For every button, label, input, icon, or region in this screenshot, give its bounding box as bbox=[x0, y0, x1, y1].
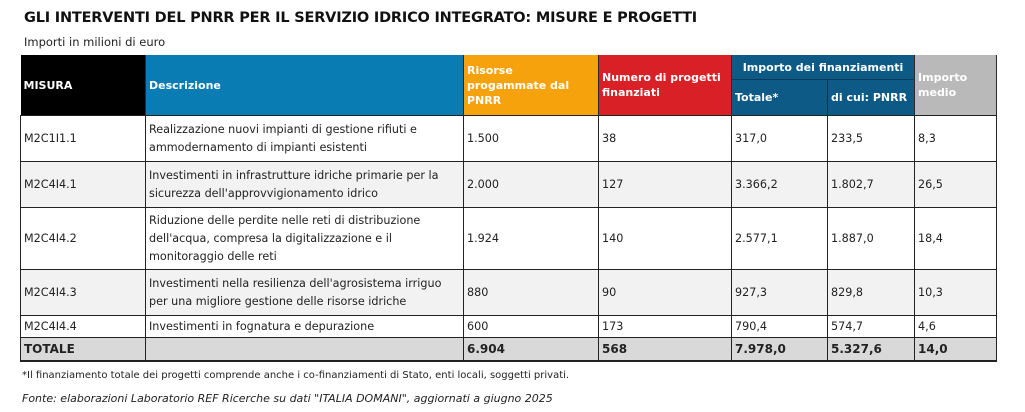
cell-medio: 4,6 bbox=[914, 315, 998, 338]
cell-numero: 173 bbox=[598, 315, 732, 338]
header-di-cui-pnrr: di cui: PNRR bbox=[827, 79, 916, 116]
cell-risorse: 1.924 bbox=[463, 207, 599, 270]
pnrr-measures-table: MISURA Descrizione Risorse progammate da… bbox=[20, 55, 998, 362]
cell-totale: 2.577,1 bbox=[731, 207, 828, 270]
cell-misura: M2C4I4.4 bbox=[20, 315, 146, 338]
cell-misura: M2C4I4.2 bbox=[20, 207, 146, 270]
cell-pnrr: 233,5 bbox=[826, 115, 916, 162]
header-importo-finanziamenti: Importo dei finanziamenti bbox=[731, 55, 916, 80]
table-row: M2C4I4.4 Investimenti in fognatura e dep… bbox=[20, 315, 998, 338]
cell-descrizione: Investimenti nella resilienza dell'agros… bbox=[145, 269, 464, 316]
total-totale: 7.978,0 bbox=[731, 337, 828, 362]
total-numero: 568 bbox=[598, 337, 732, 362]
cell-descrizione: Riduzione delle perdite nelle reti di di… bbox=[145, 207, 464, 270]
cell-numero: 140 bbox=[598, 207, 732, 270]
cell-misura: M2C1I1.1 bbox=[20, 115, 146, 162]
cell-misura: M2C4I4.3 bbox=[20, 269, 146, 316]
cell-numero: 90 bbox=[598, 269, 732, 316]
table-row: M2C4I4.2 Riduzione delle perdite nelle r… bbox=[20, 207, 998, 270]
cell-pnrr: 574,7 bbox=[826, 315, 916, 338]
cell-risorse: 2.000 bbox=[463, 161, 599, 208]
cell-descrizione: Investimenti in infrastrutture idriche p… bbox=[145, 161, 464, 208]
cell-totale: 3.366,2 bbox=[731, 161, 828, 208]
total-medio: 14,0 bbox=[914, 337, 998, 362]
cell-pnrr: 829,8 bbox=[826, 269, 916, 316]
cell-medio: 8,3 bbox=[914, 115, 998, 162]
cell-numero: 38 bbox=[598, 115, 732, 162]
header-risorse: Risorse progammate dal PNRR bbox=[463, 55, 599, 116]
cell-misura: M2C4I4.1 bbox=[20, 161, 146, 208]
cell-medio: 26,5 bbox=[914, 161, 998, 208]
header-totale: Totale* bbox=[731, 79, 828, 116]
total-row: TOTALE 6.904 568 7.978,0 5.327,6 14,0 bbox=[20, 337, 998, 362]
header-misura: MISURA bbox=[20, 55, 146, 116]
total-descrizione bbox=[145, 337, 464, 362]
table-row: M2C4I4.3 Investimenti nella resilienza d… bbox=[20, 269, 998, 316]
source-note: Fonte: elaborazioni Laboratorio REF Rice… bbox=[22, 392, 553, 405]
cell-medio: 10,3 bbox=[914, 269, 998, 316]
header-descrizione: Descrizione bbox=[145, 55, 464, 116]
footnote: *Il finanziamento totale dei progetti co… bbox=[22, 370, 570, 381]
cell-pnrr: 1.887,0 bbox=[826, 207, 916, 270]
cell-risorse: 600 bbox=[463, 315, 599, 338]
header-importo-medio: Importo medio bbox=[914, 55, 998, 116]
total-label: TOTALE bbox=[20, 337, 146, 362]
cell-descrizione: Realizzazione nuovi impianti di gestione… bbox=[145, 115, 464, 162]
header-numero-progetti: Numero di progetti finanziati bbox=[598, 55, 732, 116]
cell-descrizione: Investimenti in fognatura e depurazione bbox=[145, 315, 464, 338]
total-pnrr: 5.327,6 bbox=[826, 337, 916, 362]
table-row: M2C4I4.1 Investimenti in infrastrutture … bbox=[20, 161, 998, 208]
cell-risorse: 880 bbox=[463, 269, 599, 316]
cell-numero: 127 bbox=[598, 161, 732, 208]
cell-totale: 317,0 bbox=[731, 115, 828, 162]
total-risorse: 6.904 bbox=[463, 337, 599, 362]
cell-totale: 927,3 bbox=[731, 269, 828, 316]
table-row: M2C1I1.1 Realizzazione nuovi impianti di… bbox=[20, 115, 998, 162]
cell-pnrr: 1.802,7 bbox=[826, 161, 916, 208]
cell-totale: 790,4 bbox=[731, 315, 828, 338]
table-subtitle: Importi in milioni di euro bbox=[24, 35, 166, 49]
cell-medio: 18,4 bbox=[914, 207, 998, 270]
cell-risorse: 1.500 bbox=[463, 115, 599, 162]
table-title: GLI INTERVENTI DEL PNRR PER IL SERVIZIO … bbox=[24, 10, 697, 26]
